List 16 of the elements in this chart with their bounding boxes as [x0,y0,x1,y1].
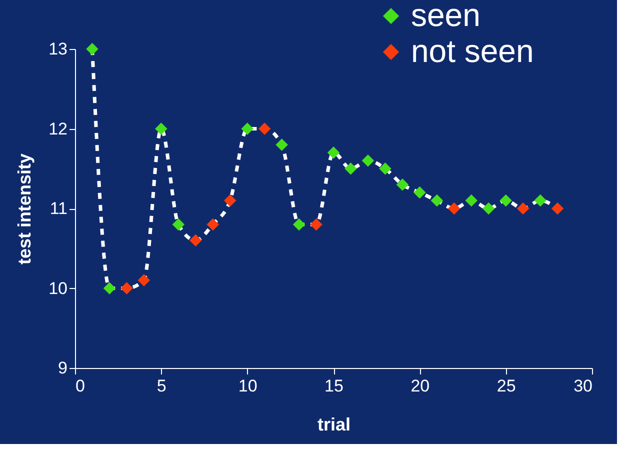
y-tick-label: 12 [48,119,68,138]
x-tick-label: 30 [574,376,592,396]
legend-label: not seen [411,33,534,69]
x-tick-label: 15 [324,376,344,396]
x-tick-label: 20 [410,376,430,396]
y-tick-label: 11 [50,199,68,218]
y-tick-label: 10 [48,278,68,298]
x-tick-label: 10 [238,376,258,396]
y-tick-label: 13 [48,40,68,58]
y-tick-label: 9 [58,358,68,378]
legend-label: seen [411,0,480,33]
x-tick-label: 5 [156,376,166,396]
x-tick-label: 0 [76,376,85,396]
y-axis-title: test intensity [14,153,35,265]
x-tick-label: 25 [496,376,516,396]
x-axis-title: trial [317,414,351,434]
